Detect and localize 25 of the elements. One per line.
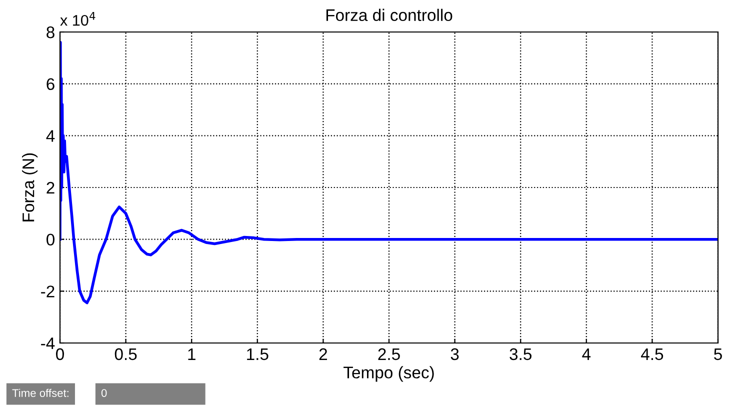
y-tick-label: 0 [46, 234, 54, 246]
line-series [60, 40, 718, 304]
x-axis-title: Tempo (sec) [344, 366, 434, 382]
x-tick-label: 5 [714, 348, 722, 360]
x-tick-label: 0.5 [114, 348, 137, 360]
y-tick-label: 6 [46, 78, 54, 90]
x-tick-label: 3 [450, 348, 459, 360]
y-tick-label: -4 [41, 338, 55, 350]
text: x 10$^{4}$ [60, 12, 96, 26]
y-tick-label: 8 [46, 26, 54, 38]
chart-title: Forza di controllo [326, 8, 452, 22]
x-tick-label: 4.5 [641, 348, 664, 360]
x-tick-label: 1.5 [247, 348, 268, 360]
x-tick-label: 2 [319, 348, 327, 360]
y-tick-label: 4 [46, 130, 55, 142]
x-tick-label: 0 [56, 348, 64, 360]
text: Time offset: [12, 388, 68, 397]
x-tick-label: 2.5 [378, 348, 400, 360]
y-tick-label: 2 [46, 182, 54, 194]
x-tick-label: 1 [188, 348, 196, 360]
text: 0 [101, 389, 107, 397]
x-tick-label: 4 [582, 348, 591, 360]
y-axis-title: Forza (N) [22, 153, 38, 222]
y-tick-label: -2 [41, 286, 54, 298]
x-tick-label: 3.5 [510, 348, 532, 360]
